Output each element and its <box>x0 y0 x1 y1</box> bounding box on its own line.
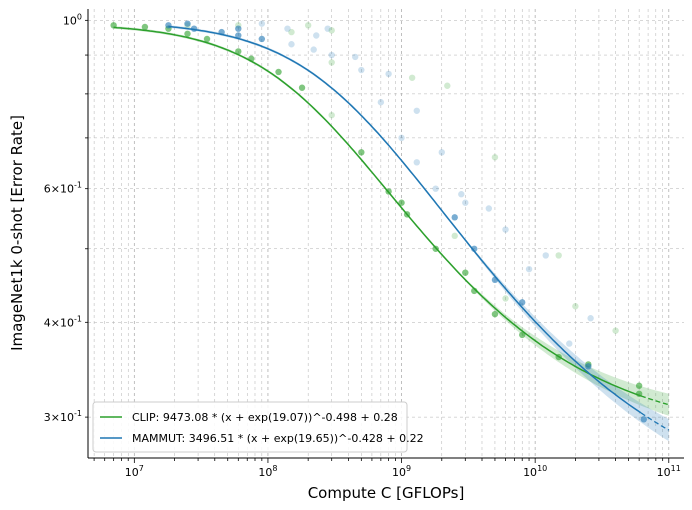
data-point <box>352 53 359 61</box>
data-point <box>284 25 291 32</box>
data-point <box>640 416 647 423</box>
data-point <box>491 154 499 161</box>
data-point <box>304 22 312 29</box>
confidence-band-1 <box>168 25 669 442</box>
legend: CLIP: 9473.08 * (x + exp(19.07))^-0.498 … <box>92 401 424 453</box>
data-point <box>288 41 295 48</box>
data-point <box>462 269 469 276</box>
data-point <box>502 295 509 302</box>
data-point <box>451 214 458 221</box>
data-point <box>566 340 573 347</box>
legend-box <box>92 401 408 453</box>
data-point <box>438 149 445 156</box>
data-point <box>635 382 643 389</box>
data-point <box>328 59 335 66</box>
data-point <box>555 252 562 259</box>
y-axis-title: ImageNet1k 0-shot [Error Rate] <box>8 115 26 351</box>
fit-extrapolation-0 <box>640 395 669 406</box>
data-point <box>358 149 365 156</box>
y-tick-label: 3×10-1 <box>44 409 82 424</box>
data-point <box>258 35 266 43</box>
x-axis-title: Compute C [GFLOPs] <box>308 484 465 502</box>
confidence-bands <box>113 25 669 442</box>
data-point <box>235 48 242 55</box>
data-point <box>298 84 306 91</box>
fit-extrapolation-1 <box>640 412 670 431</box>
data-point <box>462 199 469 206</box>
data-point <box>328 111 335 119</box>
data-point <box>275 68 282 76</box>
data-point <box>408 74 416 81</box>
data-point <box>491 310 499 318</box>
data-point <box>587 315 594 322</box>
data-point <box>235 25 242 32</box>
grid <box>88 9 684 458</box>
data-point <box>502 226 509 233</box>
data-point <box>385 70 392 78</box>
data-point <box>398 134 405 142</box>
data-point <box>432 185 439 192</box>
data-point <box>324 25 331 32</box>
legend-label-clip: CLIP: 9473.08 * (x + exp(19.07))^-0.498 … <box>132 411 398 424</box>
data-point <box>542 252 549 259</box>
data-point <box>451 232 458 240</box>
data-point <box>585 363 592 370</box>
data-point <box>444 82 451 89</box>
data-point <box>485 205 493 212</box>
data-point <box>310 46 317 53</box>
data-point <box>358 66 365 74</box>
y-tick-label: 4×10-1 <box>44 314 82 329</box>
data-point <box>184 20 191 27</box>
data-point <box>184 30 191 37</box>
data-point <box>328 27 335 34</box>
data-point <box>471 245 478 252</box>
data-point <box>519 331 526 339</box>
axes <box>87 9 684 459</box>
data-point <box>612 327 619 334</box>
data-point <box>328 51 335 59</box>
data-point <box>288 28 295 36</box>
fit-curves <box>113 25 670 431</box>
data-point <box>165 22 172 29</box>
data-point <box>572 303 579 310</box>
data-point <box>141 23 149 31</box>
data-point <box>519 299 526 306</box>
data-point <box>413 159 420 166</box>
data-point <box>413 107 420 114</box>
fit-curve-1 <box>168 25 642 414</box>
data-point <box>377 99 385 106</box>
y-tick-label: 6×10-1 <box>44 181 82 196</box>
data-point <box>398 199 405 206</box>
data-point <box>313 32 320 39</box>
data-point <box>258 20 266 27</box>
confidence-band-0 <box>113 26 669 416</box>
data-point <box>458 191 465 198</box>
data-point <box>235 32 242 39</box>
data-point <box>203 35 211 43</box>
legend-label-mammut: MAMMUT: 3496.51 * (x + exp(19.65))^-0.42… <box>132 432 424 445</box>
fit-curve-0 <box>113 26 642 397</box>
data-point <box>525 265 533 273</box>
